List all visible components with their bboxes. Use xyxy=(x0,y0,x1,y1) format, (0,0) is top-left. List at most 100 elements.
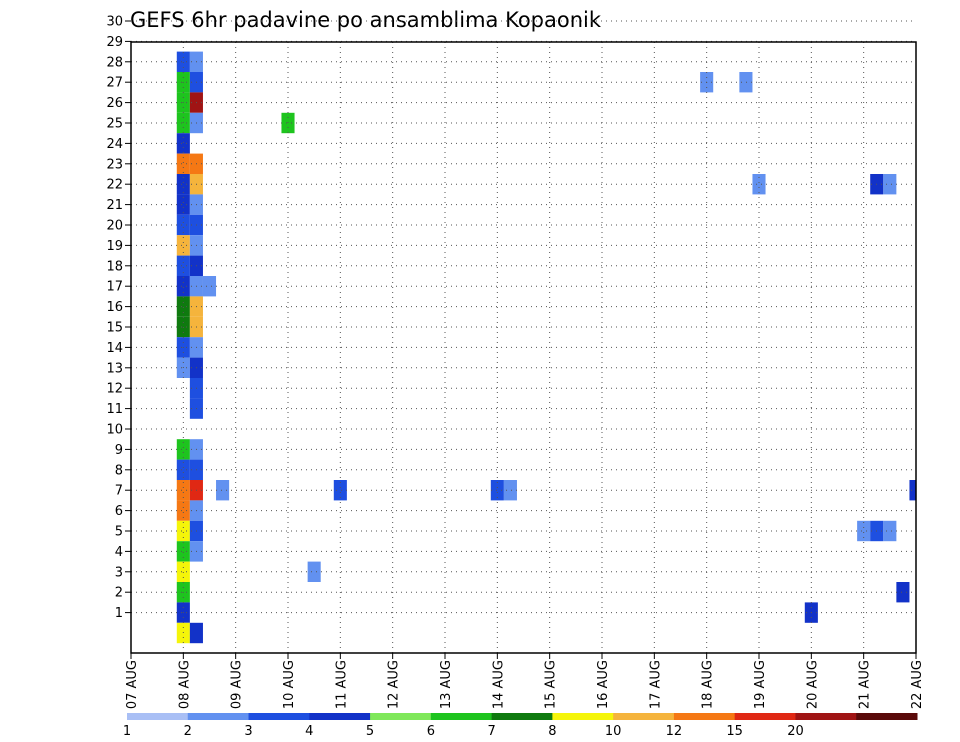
heatmap-cell xyxy=(189,622,203,644)
y-tick-label: 30 xyxy=(106,15,123,30)
x-tick-label: 10 AUG xyxy=(282,660,297,709)
y-tick-label: 22 xyxy=(106,178,123,193)
heatmap-cell xyxy=(896,582,910,603)
heatmap-cell xyxy=(176,133,190,154)
x-tick-label: 19 AUG xyxy=(753,660,768,709)
heatmap-cell xyxy=(176,255,190,276)
x-tick-label: 22 AUG xyxy=(910,660,925,709)
colorbar-swatch xyxy=(127,713,189,720)
y-tick-label: 5 xyxy=(115,525,123,540)
x-tick-label: 07 AUG xyxy=(125,660,140,709)
x-tick-label: 17 AUG xyxy=(648,660,663,709)
colorbar-label: 1 xyxy=(123,724,131,739)
y-tick-label: 6 xyxy=(115,504,123,519)
y-tick-label: 17 xyxy=(106,280,123,295)
heatmap-cell xyxy=(202,276,217,297)
colorbar-label: 10 xyxy=(605,724,622,739)
x-tick-label: 09 AUG xyxy=(230,660,245,709)
x-tick-label: 12 AUG xyxy=(387,660,402,709)
y-tick-label: 29 xyxy=(106,35,123,50)
colorbar-label: 5 xyxy=(366,724,374,739)
heatmap-cell xyxy=(503,480,517,501)
heatmap-cell xyxy=(176,235,190,256)
colorbar-label: 15 xyxy=(726,724,743,739)
y-tick-label: 9 xyxy=(115,443,123,458)
heatmap-cell xyxy=(333,480,347,501)
y-tick-label: 12 xyxy=(106,382,123,397)
chart-title: GEFS 6hr padavine po ansamblima Kopaonik xyxy=(130,8,602,32)
colorbar-label: 3 xyxy=(244,724,252,739)
heatmap-cell xyxy=(176,296,190,317)
y-tick-label: 16 xyxy=(106,300,123,315)
heatmap-cell xyxy=(176,214,190,236)
colorbar-label: 8 xyxy=(548,724,556,739)
x-tick-label: 18 AUG xyxy=(701,660,716,709)
colorbar-swatch xyxy=(795,713,857,720)
y-tick-label: 19 xyxy=(106,239,123,254)
heatmap-cell xyxy=(176,561,190,582)
y-tick-label: 7 xyxy=(115,484,123,499)
colorbar-swatch xyxy=(248,713,310,720)
y-tick-label: 24 xyxy=(106,137,123,152)
colorbar-swatch xyxy=(491,713,553,720)
y-tick-label: 13 xyxy=(106,361,123,376)
heatmap-cell xyxy=(176,439,190,460)
colorbar-label: 12 xyxy=(666,724,683,739)
y-tick-label: 11 xyxy=(106,402,123,417)
colorbar: 1 2 3 4 5 6 7 8 10 12 15 20 xyxy=(123,713,918,739)
heatmap-cell xyxy=(176,520,190,542)
y-tick-label: 21 xyxy=(106,198,123,213)
y-tick-label: 25 xyxy=(106,117,123,132)
colorbar-swatch xyxy=(613,713,675,720)
y-tick-label: 18 xyxy=(106,259,123,274)
colorbar-swatch xyxy=(370,713,432,720)
y-tick-label: 4 xyxy=(115,545,123,560)
colorbar-label: 20 xyxy=(787,724,804,739)
y-tick-label: 14 xyxy=(106,341,123,356)
colorbar-label: 2 xyxy=(184,724,192,739)
colorbar-label: 7 xyxy=(487,724,495,739)
plot-frame xyxy=(130,41,917,654)
heatmap-cell xyxy=(176,276,190,297)
heatmap-cell xyxy=(739,72,753,93)
colorbar-swatch xyxy=(430,713,493,720)
y-tick-label: 1 xyxy=(115,606,123,621)
x-tick-label: 21 AUG xyxy=(858,660,873,709)
heatmap-cell xyxy=(176,459,190,480)
x-tick-label: 15 AUG xyxy=(544,660,559,709)
heatmap-cell xyxy=(176,51,190,72)
y-tick-label: 28 xyxy=(106,55,123,70)
colorbar-swatch xyxy=(734,713,796,720)
heatmap-cell xyxy=(176,500,190,521)
y-tick-label: 23 xyxy=(106,157,123,172)
y-tick-label: 20 xyxy=(106,219,123,234)
heatmap-cell xyxy=(857,520,871,542)
y-axis: 1234567891011121314151617181920212223242… xyxy=(106,15,131,621)
heatmap-cell xyxy=(883,520,897,542)
heatmap-cell xyxy=(307,561,321,582)
x-tick-label: 20 AUG xyxy=(805,660,820,709)
x-tick-label: 14 AUG xyxy=(491,660,506,709)
y-tick-label: 3 xyxy=(115,565,123,580)
heatmap-cell xyxy=(216,480,230,501)
colorbar-label: 6 xyxy=(427,724,435,739)
colorbar-label: 4 xyxy=(305,724,313,739)
heatmap-cell xyxy=(490,480,504,501)
heatmap-cell xyxy=(176,153,190,174)
heatmap-cell xyxy=(176,194,190,215)
x-tick-label: 13 AUG xyxy=(439,660,454,709)
x-tick-label: 11 AUG xyxy=(334,660,349,709)
y-tick-label: 10 xyxy=(106,423,123,438)
x-tick-label: 16 AUG xyxy=(596,660,611,709)
y-tick-label: 15 xyxy=(106,321,123,336)
colorbar-swatch xyxy=(856,713,918,720)
heatmap-cell xyxy=(752,174,766,195)
y-tick-label: 27 xyxy=(106,76,123,91)
colorbar-swatch xyxy=(552,713,614,720)
colorbar-swatch xyxy=(673,713,736,720)
heatmap-cell xyxy=(176,541,190,562)
x-tick-label: 08 AUG xyxy=(177,660,192,709)
colorbar-swatch xyxy=(187,713,250,720)
grid-layer xyxy=(131,20,916,653)
